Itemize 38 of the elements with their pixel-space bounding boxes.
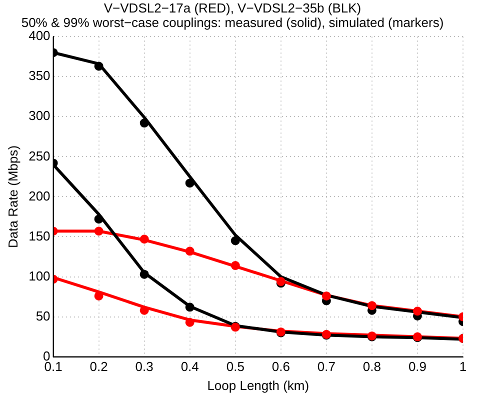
y-tick-label: 100 bbox=[28, 268, 50, 284]
x-tick-label: 0.5 bbox=[226, 359, 244, 374]
x-tick-label: 0.7 bbox=[317, 359, 336, 374]
point bbox=[140, 118, 149, 128]
x-tick-label: 0.2 bbox=[90, 359, 108, 374]
x-tick-label: 0.6 bbox=[272, 359, 290, 374]
point bbox=[230, 236, 240, 246]
chart-title: V−VDSL2−17a (RED), V−VDSL2−35b (BLK) bbox=[104, 0, 362, 16]
point bbox=[94, 226, 104, 236]
y-tick-label: 50 bbox=[36, 308, 50, 324]
x-tick-label: 1 bbox=[459, 359, 467, 374]
point bbox=[185, 246, 194, 256]
x-tick-label: 0.9 bbox=[408, 359, 427, 374]
x-tick-label: 0.4 bbox=[180, 359, 199, 374]
y-axis-title: Data Rate (Mbps) bbox=[5, 145, 20, 248]
point bbox=[322, 291, 331, 300]
x-tick-label: 0.3 bbox=[135, 359, 154, 374]
y-tick-label: 250 bbox=[28, 148, 50, 164]
y-tick-label: 0 bbox=[43, 348, 50, 364]
point bbox=[140, 234, 149, 244]
point bbox=[140, 306, 149, 315]
y-tick-label: 150 bbox=[28, 228, 50, 244]
point bbox=[94, 62, 104, 71]
x-axis-title: Loop Length (km) bbox=[207, 378, 310, 393]
point bbox=[367, 301, 376, 310]
point bbox=[94, 214, 104, 224]
point bbox=[412, 306, 422, 316]
y-tick-label: 200 bbox=[28, 188, 50, 204]
chart-subtitle: 50% & 99% worst−case couplings: measured (solid), simulated (markers) bbox=[21, 15, 444, 30]
y-tick-label: 350 bbox=[28, 68, 50, 84]
x-tick-label: 0.8 bbox=[362, 359, 381, 374]
point bbox=[185, 302, 194, 312]
point bbox=[185, 318, 194, 327]
y-tick-label: 300 bbox=[28, 108, 50, 124]
point bbox=[185, 178, 194, 188]
point bbox=[140, 270, 149, 279]
y-tick-label: 400 bbox=[28, 28, 50, 44]
point bbox=[230, 261, 240, 270]
